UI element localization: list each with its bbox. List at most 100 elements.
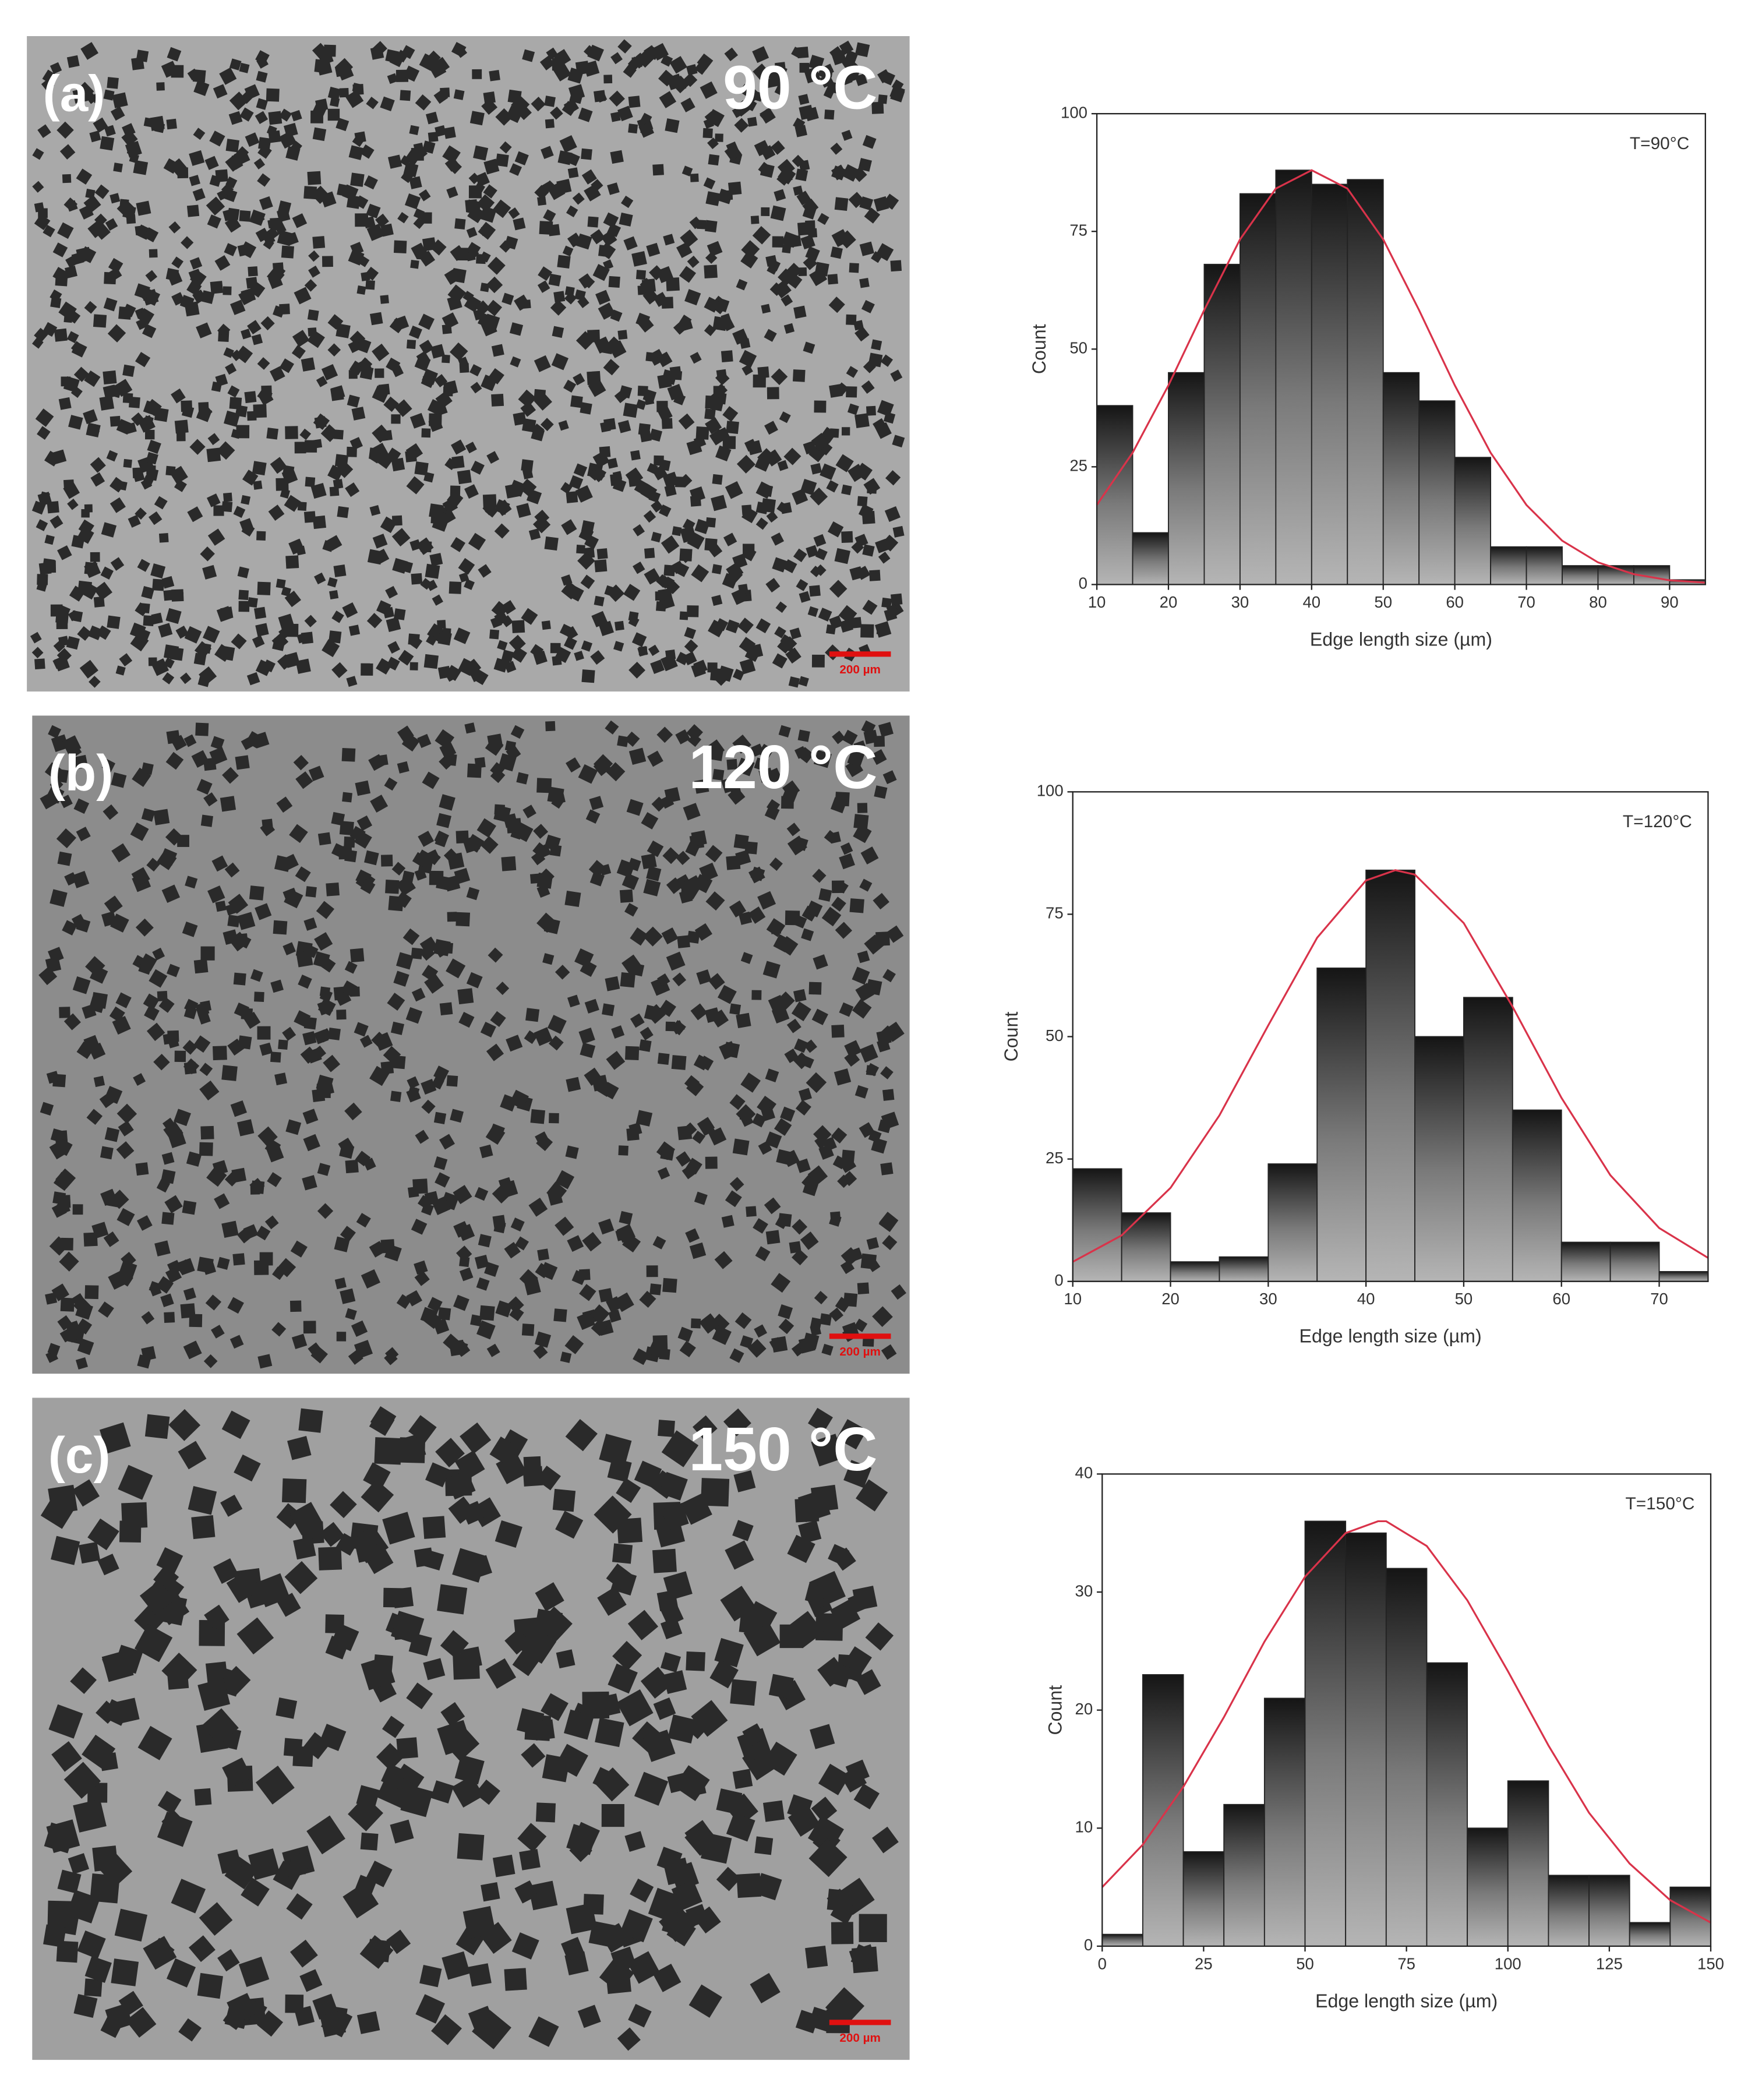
particle — [684, 289, 701, 306]
particle — [175, 592, 184, 601]
particle — [146, 451, 158, 465]
particle — [171, 735, 187, 751]
particle — [580, 574, 595, 590]
particle — [723, 532, 737, 546]
particle — [86, 1109, 103, 1125]
particle — [839, 619, 853, 633]
particle — [598, 620, 615, 637]
particle — [795, 2010, 820, 2034]
particle — [492, 199, 511, 218]
particle — [303, 1017, 317, 1030]
particle — [771, 532, 785, 546]
histogram-bar — [1311, 183, 1348, 585]
particle — [864, 207, 881, 224]
particle — [334, 1236, 350, 1252]
particle — [812, 869, 827, 883]
particle — [107, 1193, 122, 1208]
particle — [318, 1547, 342, 1570]
particle — [212, 1160, 228, 1176]
particle — [446, 1075, 458, 1087]
particle — [549, 844, 562, 857]
particle — [808, 1407, 833, 1433]
particle — [566, 1077, 581, 1092]
particle — [402, 928, 420, 945]
particle — [553, 291, 566, 303]
particle — [689, 486, 706, 503]
particle — [316, 376, 328, 387]
particle — [437, 1307, 451, 1321]
particle — [820, 463, 836, 481]
particle — [589, 796, 604, 810]
particle — [399, 1437, 426, 1463]
particle — [875, 621, 892, 638]
particle — [659, 459, 671, 471]
particle — [595, 1717, 624, 1748]
particle — [547, 1015, 567, 1034]
particle — [408, 325, 422, 339]
particle — [828, 297, 845, 313]
particle — [750, 1972, 781, 2004]
particle — [646, 242, 661, 257]
particle — [356, 285, 366, 295]
particle — [573, 463, 588, 477]
particle — [709, 747, 724, 761]
particle — [225, 903, 238, 916]
particle — [274, 1072, 288, 1086]
particle — [202, 626, 220, 643]
particle — [225, 139, 239, 153]
particle — [775, 601, 788, 613]
particle — [483, 184, 497, 199]
particle — [886, 925, 904, 943]
x-tick-label: 30 — [1231, 593, 1249, 611]
particle — [365, 280, 375, 290]
particle — [504, 1242, 521, 1259]
particle — [726, 758, 738, 770]
particle — [51, 449, 67, 465]
particle — [668, 1714, 697, 1743]
particle — [582, 276, 595, 289]
particle — [550, 106, 563, 120]
particle — [374, 1032, 393, 1051]
histogram-bar — [1658, 1271, 1709, 1282]
particle — [797, 729, 810, 742]
particle — [150, 563, 166, 579]
particle — [455, 912, 471, 927]
particle — [445, 670, 457, 682]
particle — [679, 1340, 696, 1358]
particle — [676, 1151, 691, 1167]
particle — [610, 150, 624, 164]
particle — [778, 166, 796, 185]
particle — [156, 1276, 174, 1294]
particle — [602, 1003, 615, 1017]
x-tick-label: 150 — [1697, 1954, 1724, 1972]
y-tick-label: 0 — [1084, 1936, 1093, 1954]
particle — [187, 506, 203, 523]
particle — [516, 772, 529, 785]
particle — [579, 1284, 596, 1301]
particle — [764, 805, 780, 820]
particle — [614, 620, 624, 631]
particle — [686, 1078, 704, 1096]
particle — [256, 1573, 290, 1608]
particle — [591, 179, 603, 192]
particle — [252, 212, 265, 225]
particle — [607, 584, 625, 602]
particle — [284, 1561, 318, 1594]
particle — [227, 1297, 244, 1314]
particle — [741, 546, 757, 562]
particle — [426, 849, 440, 864]
particle — [692, 1131, 705, 1144]
particle — [40, 1102, 54, 1116]
particle — [662, 471, 679, 488]
particle — [250, 1185, 260, 1195]
particle — [356, 1785, 380, 1809]
particle — [765, 1230, 781, 1245]
particle — [834, 197, 849, 211]
particle — [306, 1815, 345, 1855]
particle — [811, 432, 830, 451]
particle — [454, 1450, 485, 1481]
particle — [831, 165, 846, 181]
particle — [534, 1608, 563, 1637]
particle — [881, 597, 892, 608]
particle — [566, 491, 578, 503]
